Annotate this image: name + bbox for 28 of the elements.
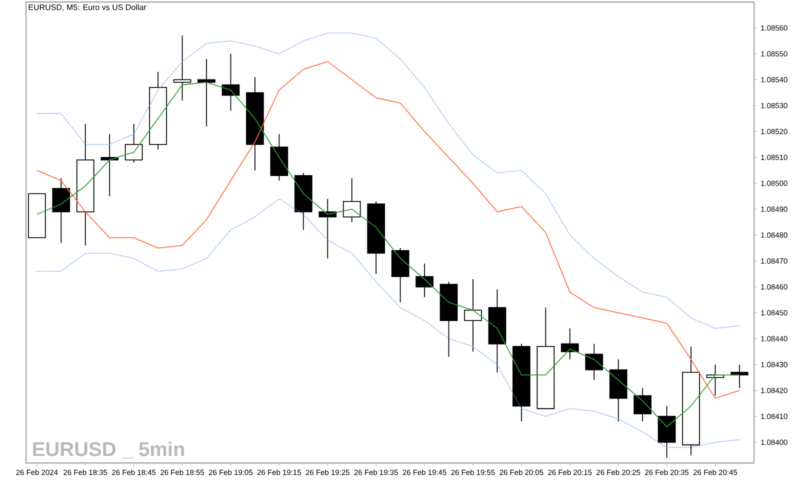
candlestick [391,248,410,303]
candlestick [560,328,579,360]
candlestick [416,263,434,298]
candlestick [634,387,652,422]
candlestick [198,58,216,127]
candlestick [149,71,167,150]
candlestick [270,134,288,182]
candlestick [536,307,555,410]
line-series [36,32,740,329]
candlestick [124,123,143,164]
candlestick [488,289,506,373]
candlestick [658,406,676,458]
candlestick [512,343,530,422]
candlestick [52,178,70,244]
annotation: EURUSD _ 5min [33,442,184,458]
candlestick [367,200,386,274]
candlestick [609,358,628,422]
candlestick [342,178,361,223]
candlestick [682,346,700,456]
candlestick [440,281,458,358]
candlestick [246,76,264,171]
candlestick [730,364,748,388]
candlestick [28,193,46,238]
candlestick [464,278,482,352]
candlestick [294,172,312,230]
candlestick [76,123,94,246]
chart-title: EURUSD, M5: Euro vs US Dollar [28,4,146,12]
candlestick [585,343,604,381]
